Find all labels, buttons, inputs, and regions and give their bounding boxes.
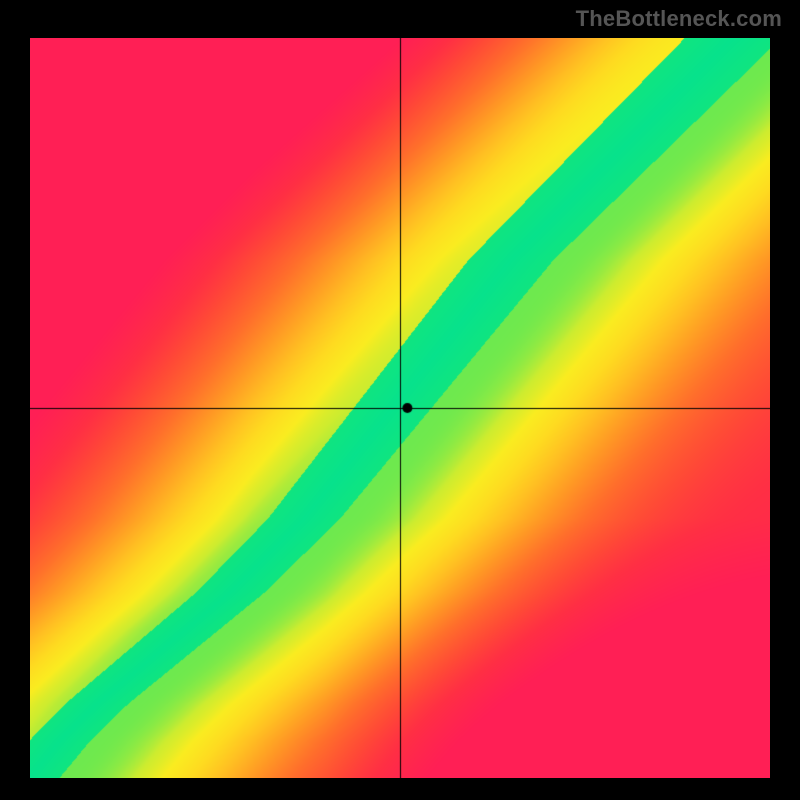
- heatmap-canvas: [30, 38, 770, 778]
- heatmap-plot: [30, 38, 770, 778]
- watermark-text: TheBottleneck.com: [576, 6, 782, 32]
- chart-stage: TheBottleneck.com: [0, 0, 800, 800]
